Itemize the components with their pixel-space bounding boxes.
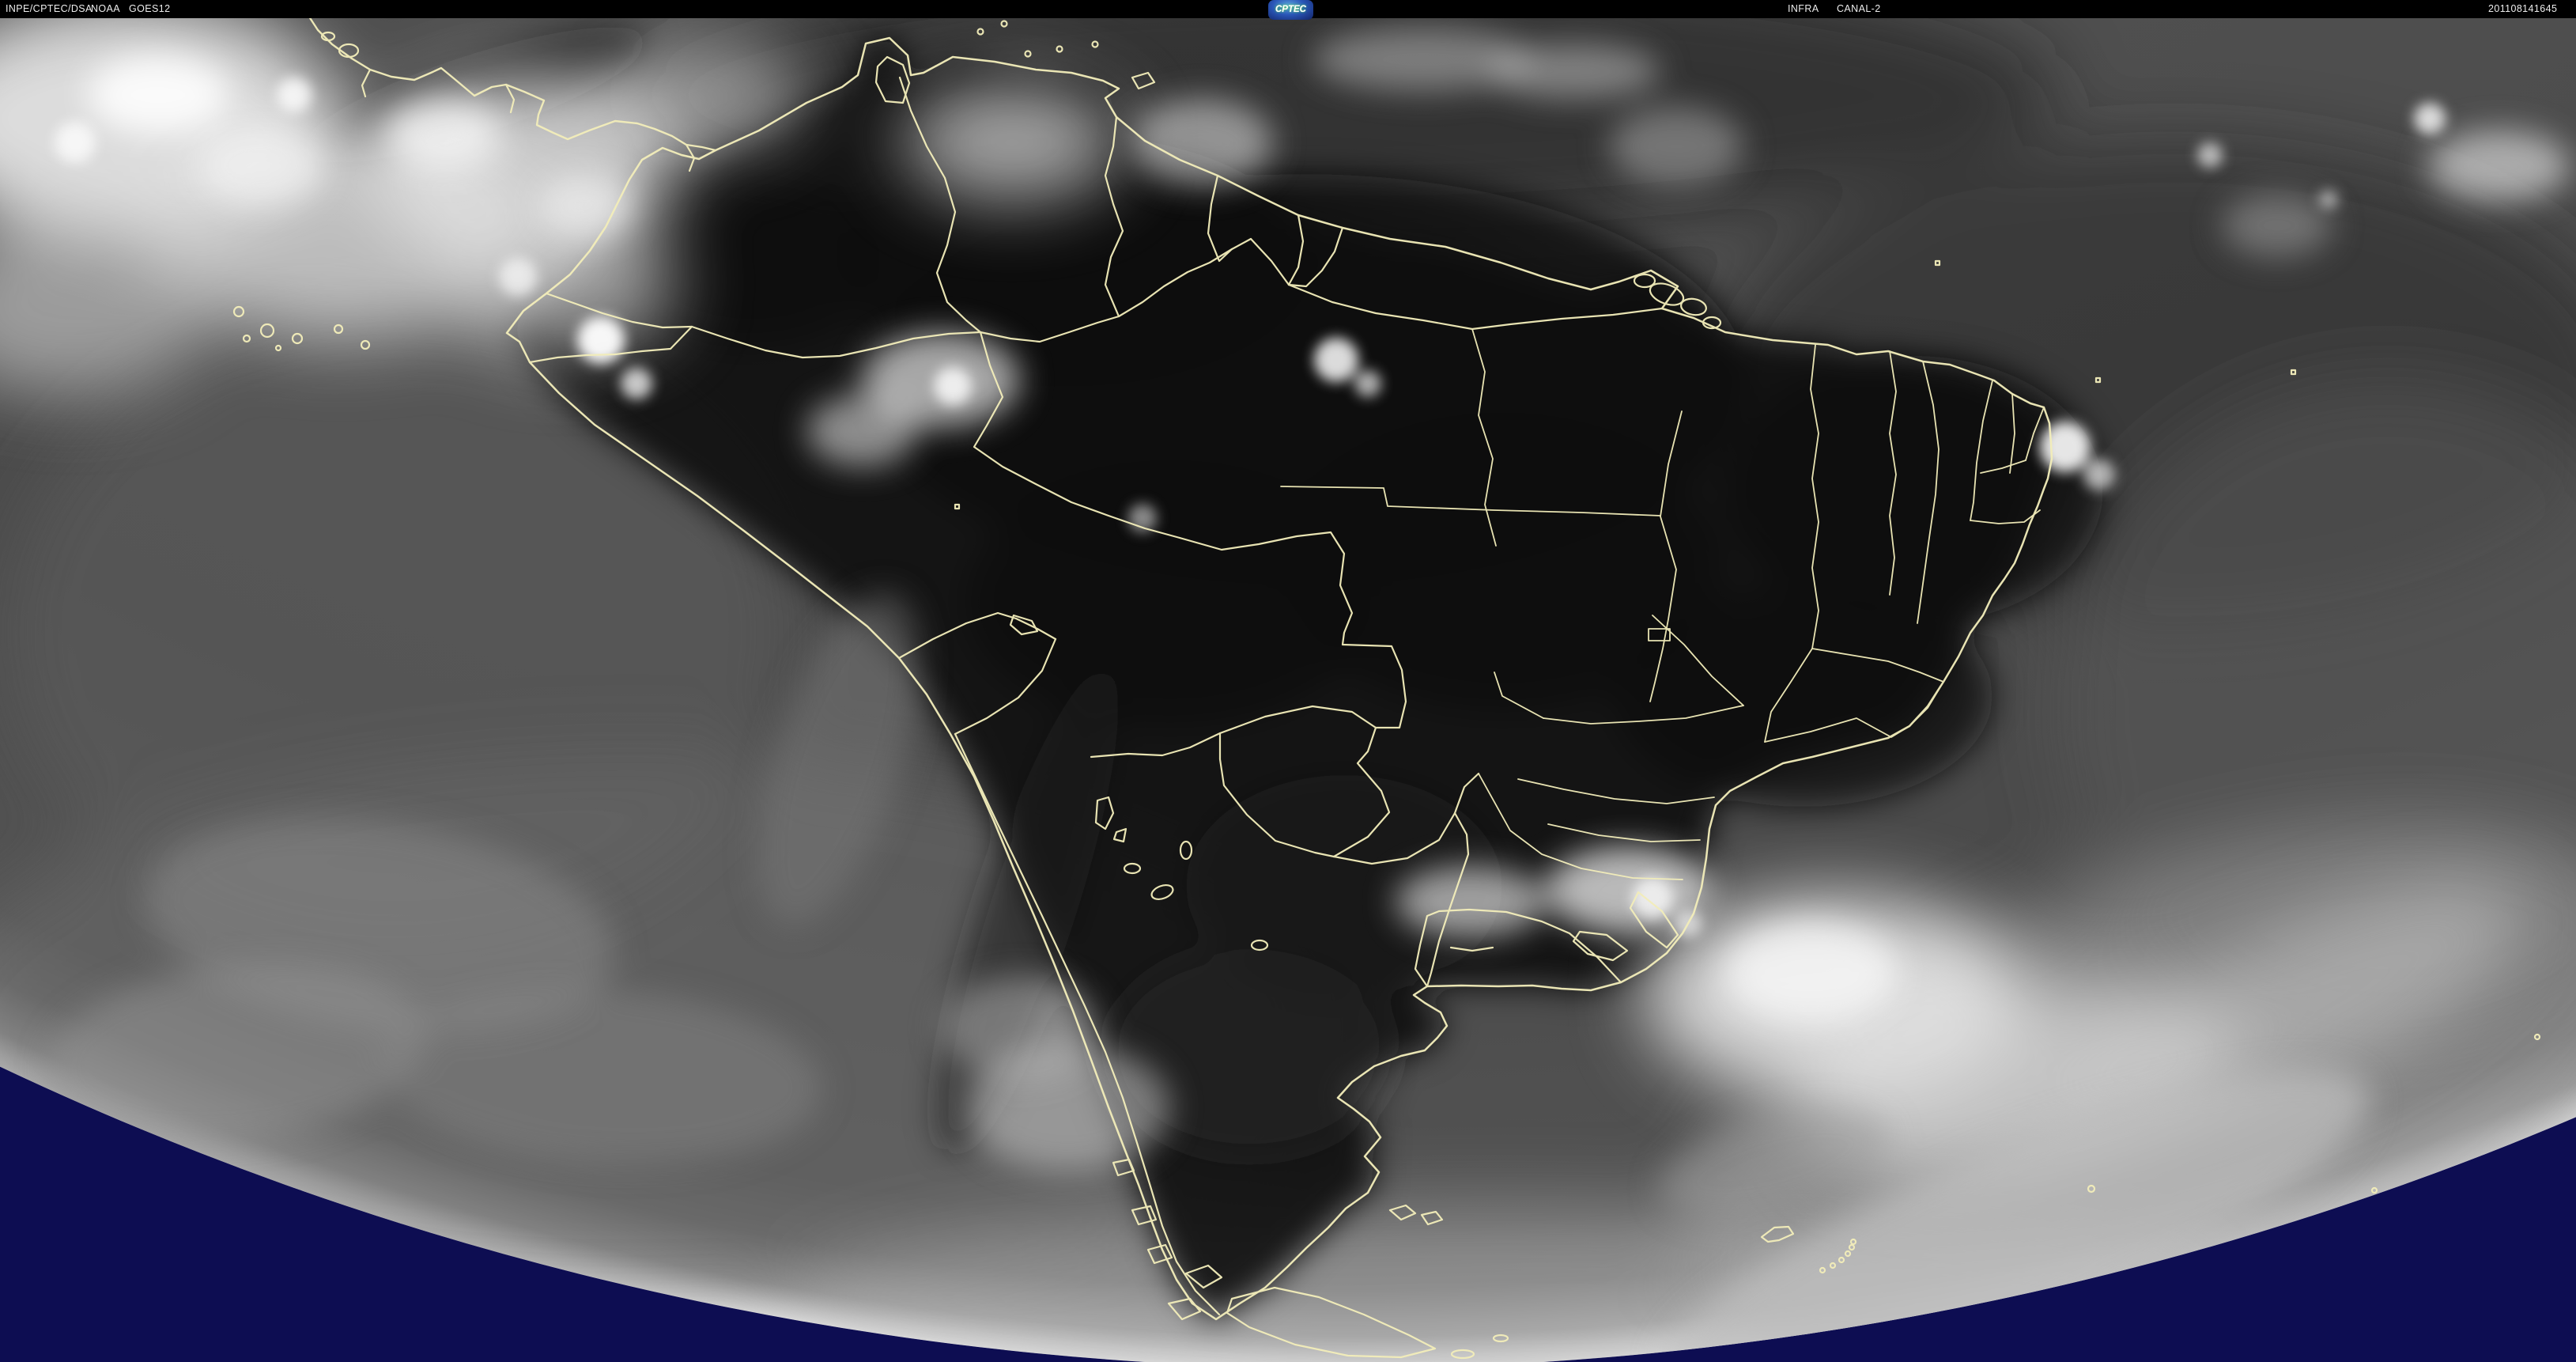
border-argentina-brazil: [1426, 812, 1470, 988]
south-georgia: [1760, 1225, 1795, 1243]
islands: [232, 20, 2541, 1360]
cloud-layer-medium: [48, 28, 2570, 1362]
border-peru-brazil: [973, 331, 1181, 539]
agency-label: INPE/CPTEC/DSA: [6, 3, 93, 14]
tierra-del-fuego: [1112, 1158, 1509, 1360]
border-guyana-suriname: [1207, 174, 1233, 263]
lakes-nicaragua: [320, 31, 360, 59]
border-venezuela-guyana: [1104, 115, 1124, 318]
small-island-dots: [954, 259, 2297, 510]
amazon-delta-islands: [1633, 273, 1722, 330]
border-suriname-guiana: [1287, 214, 1305, 286]
south-sandwich-islands: [1819, 1033, 2541, 1274]
coastline-central-america: [303, 8, 717, 152]
network-label: NOAA: [91, 3, 121, 14]
satellite-label: GOES12: [129, 3, 171, 14]
lake-titicaca: [1009, 614, 1039, 636]
falkland-islands: [1388, 1204, 1444, 1226]
salar-coipasa: [1112, 827, 1127, 843]
galapagos-islands: [232, 305, 371, 352]
border-chile-argentina: [954, 732, 1221, 1316]
parana-river-line: [1332, 772, 1480, 865]
border-paraguay-brazil: [1332, 726, 1391, 858]
border-colombia-peru: [690, 325, 982, 359]
border-brazil-uruguay: [1414, 908, 1622, 988]
border-costarica-panama: [504, 83, 516, 114]
uruguay-rio-negro: [1449, 946, 1494, 952]
border-colombia-venezuela: [898, 76, 982, 334]
border-chile-bolivia: [954, 637, 1057, 736]
timestamp-label: 201108141645: [2488, 3, 2558, 14]
federal-district-rect: [1648, 628, 1671, 641]
trinidad: [1131, 71, 1156, 90]
border-guiana-brazil: [1287, 226, 1344, 288]
border-guyana-brazil: [1249, 237, 1290, 286]
border-bolivia-argentina: [1090, 732, 1222, 759]
border-bolivia-paraguay: [1218, 705, 1377, 735]
border-paraguay-argentina: [1218, 732, 1335, 858]
border-bolivia-brazil: [1178, 531, 1407, 729]
border-nicaragua-costarica: [361, 68, 372, 98]
lagoa-mirim: [1572, 930, 1629, 962]
channel-type-label: INFRA: [1788, 3, 1819, 14]
lake-maracaibo: [874, 55, 911, 104]
lagoons-and-lakes: [874, 55, 1679, 962]
border-venezuela-brazil: [979, 237, 1252, 343]
coastline-south-america: [505, 36, 2053, 1321]
cptec-logo: CPTEC: [1268, 0, 1313, 20]
border-panama-colombia: [685, 143, 696, 172]
salar-de-uyuni: [1094, 796, 1115, 830]
border-peru-bolivia: [897, 611, 1057, 660]
brazil-state-borders: [1280, 328, 2045, 880]
lagoa-dos-patos: [1629, 891, 1679, 949]
border-overlay: [232, 8, 2541, 1360]
channel-label: CANAL-2: [1837, 3, 1881, 14]
border-colombia-ecuador: [545, 292, 693, 329]
border-ecuador-peru: [528, 325, 693, 364]
